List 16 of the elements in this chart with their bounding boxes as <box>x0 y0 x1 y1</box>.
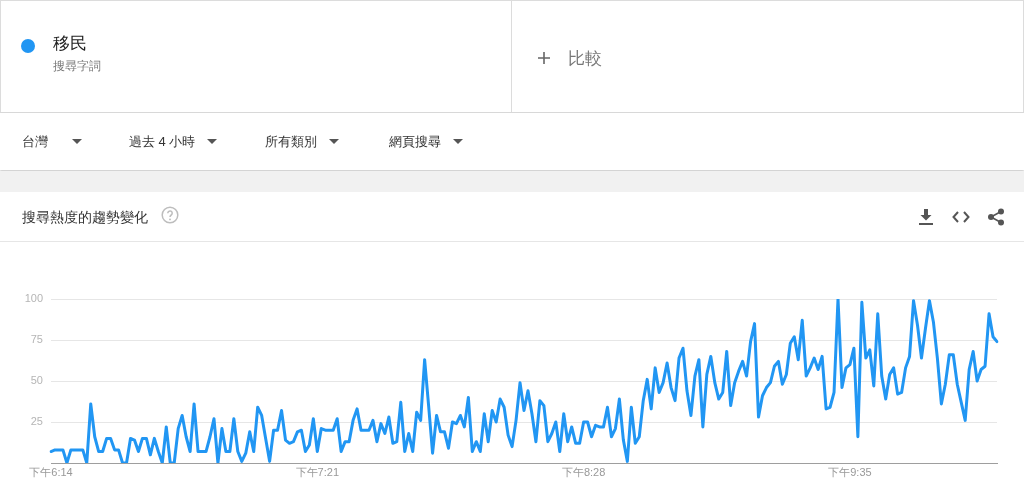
legend-label: 移民 <box>53 34 87 53</box>
text: 所有類別 <box>265 134 317 149</box>
x-tick-label: 下午9:35 <box>828 465 872 478</box>
text: 過去 4 小時 <box>129 134 196 149</box>
x-tick-label: 下午7:21 <box>295 465 340 478</box>
y-tick-label: 75 <box>30 333 43 346</box>
chart-title: 搜尋熱度的趨勢變化 <box>22 209 148 225</box>
text: 搜尋字詞 <box>53 59 101 73</box>
y-tick-label: 100 <box>24 292 43 305</box>
x-tick-label: 下午8:28 <box>561 465 606 478</box>
text: 網頁搜尋 <box>389 134 441 149</box>
y-tick-label: 50 <box>30 374 43 387</box>
text: 台灣 <box>22 134 48 149</box>
y-tick-label: 25 <box>30 415 43 428</box>
text: 比較 <box>568 49 602 68</box>
x-tick-label: 下午6:14 <box>29 465 73 478</box>
